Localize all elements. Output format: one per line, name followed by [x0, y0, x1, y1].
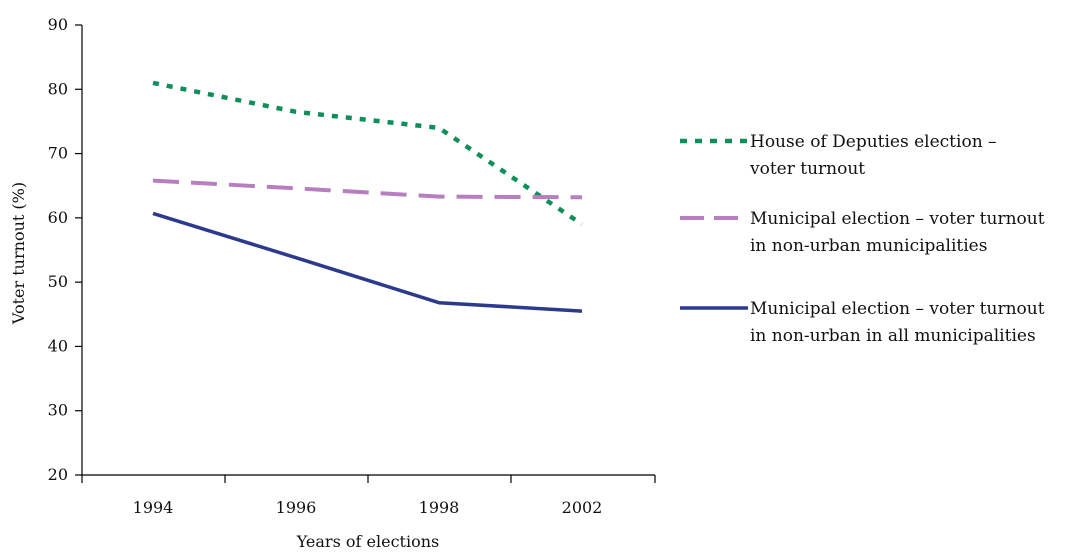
series-line-2: [153, 181, 582, 198]
x-tick-label: 1994: [133, 498, 174, 517]
y-tick-label: 40: [48, 336, 68, 355]
series-lines: [153, 83, 582, 311]
x-tick-label: 2002: [562, 498, 603, 517]
x-tick-label: 1996: [276, 498, 317, 517]
series-line-3: [153, 213, 582, 311]
axes: 20 30 40 50 60 70 80 90 1994 1996 1998 2002: [48, 15, 655, 517]
series-line-1: [153, 83, 582, 224]
legend-label: Municipal election – voter turnout: [750, 299, 1045, 319]
legend: House of Deputies election – voter turnou…: [680, 132, 1045, 346]
legend-label: Municipal election – voter turnout: [750, 209, 1045, 229]
legend-label: in non-urban in all municipalities: [750, 326, 1036, 346]
legend-label: in non-urban municipalities: [750, 236, 987, 256]
y-tick-label: 60: [48, 208, 68, 227]
y-tick-label: 70: [48, 144, 68, 163]
y-tick-label: 50: [48, 272, 68, 291]
y-tick-label: 30: [48, 401, 68, 420]
legend-label: voter turnout: [749, 159, 865, 179]
x-tick-label: 1998: [419, 498, 460, 517]
y-axis-title: Voter turnout (%): [9, 182, 28, 325]
x-axis-title: Years of elections: [296, 532, 439, 551]
legend-label: House of Deputies election –: [750, 132, 997, 152]
y-tick-label: 90: [48, 15, 68, 34]
y-tick-label: 80: [48, 79, 68, 98]
y-tick-label: 20: [48, 465, 68, 484]
